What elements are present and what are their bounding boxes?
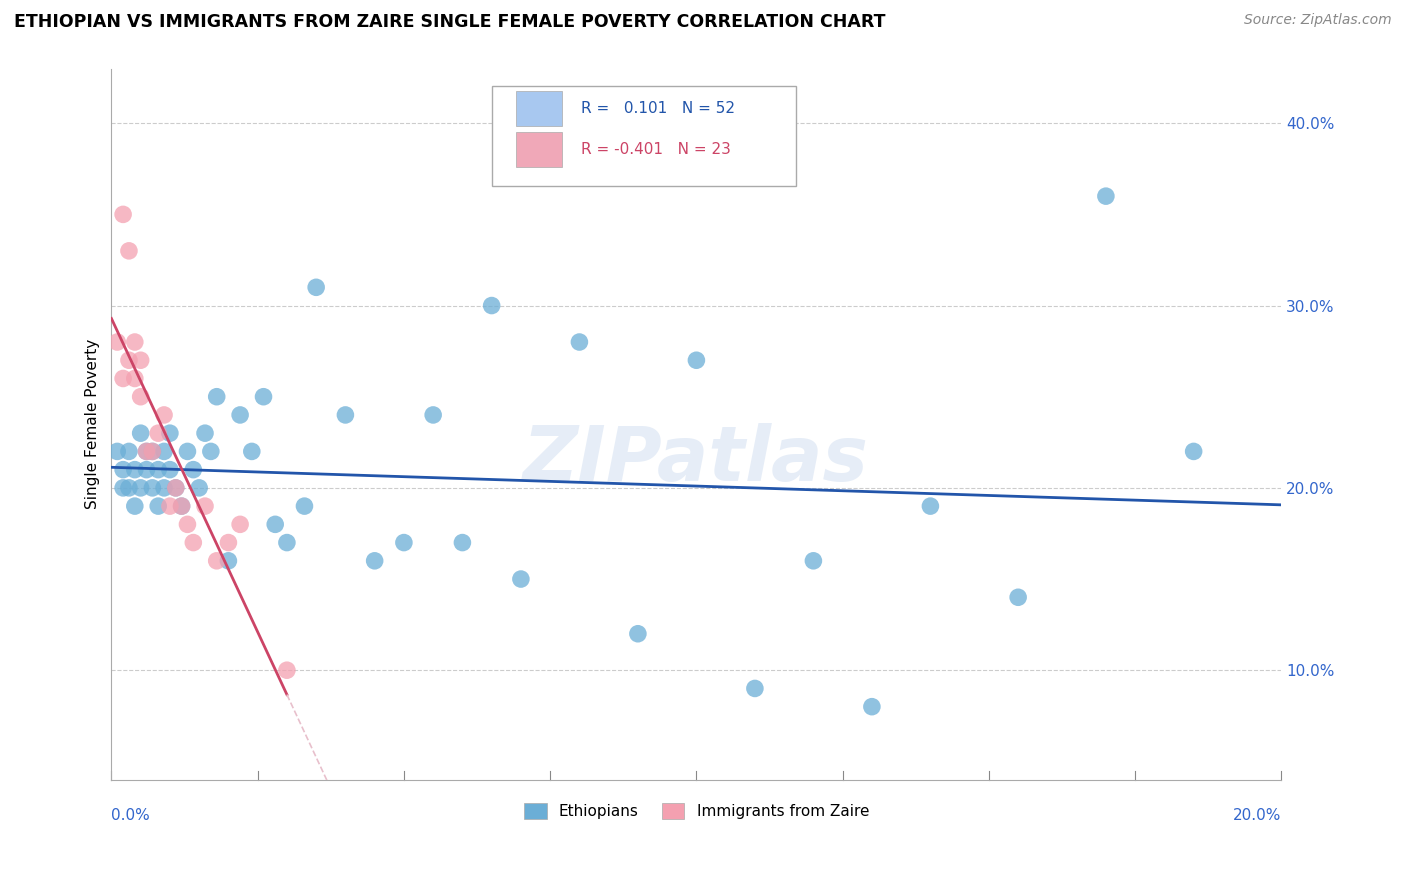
Point	[451, 535, 474, 549]
Point	[141, 444, 163, 458]
Point	[170, 499, 193, 513]
Point	[105, 444, 128, 458]
Point	[627, 626, 650, 640]
Point	[860, 699, 883, 714]
Point	[920, 499, 942, 513]
Point	[188, 481, 211, 495]
Point	[276, 663, 298, 677]
Point	[392, 535, 415, 549]
Point	[129, 353, 152, 368]
Point	[141, 444, 163, 458]
Text: 0.0%: 0.0%	[111, 808, 150, 823]
Point	[118, 444, 141, 458]
Point	[276, 535, 298, 549]
Point	[159, 499, 181, 513]
Point	[170, 499, 193, 513]
Point	[105, 334, 128, 349]
Point	[118, 353, 141, 368]
Point	[194, 499, 217, 513]
Point	[159, 426, 181, 441]
Point	[124, 463, 146, 477]
Point	[165, 481, 187, 495]
Point	[176, 444, 198, 458]
Point	[229, 517, 252, 532]
FancyBboxPatch shape	[516, 132, 562, 167]
Text: R = -0.401   N = 23: R = -0.401 N = 23	[581, 142, 731, 157]
Point	[305, 280, 328, 294]
Point	[181, 463, 204, 477]
Text: ZIPatlas: ZIPatlas	[523, 423, 869, 497]
Legend: Ethiopians, Immigrants from Zaire: Ethiopians, Immigrants from Zaire	[517, 797, 876, 825]
Point	[153, 408, 176, 422]
Point	[129, 426, 152, 441]
Point	[112, 207, 135, 221]
Point	[148, 499, 170, 513]
Point	[803, 554, 825, 568]
Point	[509, 572, 531, 586]
Point	[159, 463, 181, 477]
Y-axis label: Single Female Poverty: Single Female Poverty	[86, 339, 100, 509]
Text: ETHIOPIAN VS IMMIGRANTS FROM ZAIRE SINGLE FEMALE POVERTY CORRELATION CHART: ETHIOPIAN VS IMMIGRANTS FROM ZAIRE SINGL…	[14, 13, 886, 31]
Point	[217, 554, 239, 568]
Point	[118, 481, 141, 495]
Point	[205, 554, 228, 568]
Point	[685, 353, 707, 368]
Point	[129, 481, 152, 495]
Point	[124, 499, 146, 513]
Point	[165, 481, 187, 495]
Point	[217, 535, 239, 549]
Point	[744, 681, 766, 696]
Point	[129, 390, 152, 404]
Point	[264, 517, 287, 532]
Text: Source: ZipAtlas.com: Source: ZipAtlas.com	[1244, 13, 1392, 28]
Point	[1182, 444, 1205, 458]
Point	[229, 408, 252, 422]
Point	[205, 390, 228, 404]
Point	[1007, 591, 1029, 605]
Point	[181, 535, 204, 549]
Text: 20.0%: 20.0%	[1233, 808, 1281, 823]
Point	[200, 444, 222, 458]
Point	[1095, 189, 1118, 203]
Point	[194, 426, 217, 441]
FancyBboxPatch shape	[516, 91, 562, 127]
Point	[112, 481, 135, 495]
Point	[153, 481, 176, 495]
Point	[481, 299, 503, 313]
Point	[148, 426, 170, 441]
Point	[363, 554, 385, 568]
FancyBboxPatch shape	[492, 87, 796, 186]
Point	[335, 408, 357, 422]
Point	[135, 444, 157, 458]
Point	[153, 444, 176, 458]
Point	[112, 371, 135, 385]
Point	[176, 517, 198, 532]
Point	[135, 463, 157, 477]
Point	[118, 244, 141, 258]
Point	[294, 499, 316, 513]
Text: R =   0.101   N = 52: R = 0.101 N = 52	[581, 102, 734, 116]
Point	[568, 334, 591, 349]
Point	[112, 463, 135, 477]
Point	[135, 444, 157, 458]
Point	[124, 371, 146, 385]
Point	[240, 444, 263, 458]
Point	[141, 481, 163, 495]
Point	[148, 463, 170, 477]
Point	[422, 408, 444, 422]
Point	[252, 390, 274, 404]
Point	[124, 334, 146, 349]
